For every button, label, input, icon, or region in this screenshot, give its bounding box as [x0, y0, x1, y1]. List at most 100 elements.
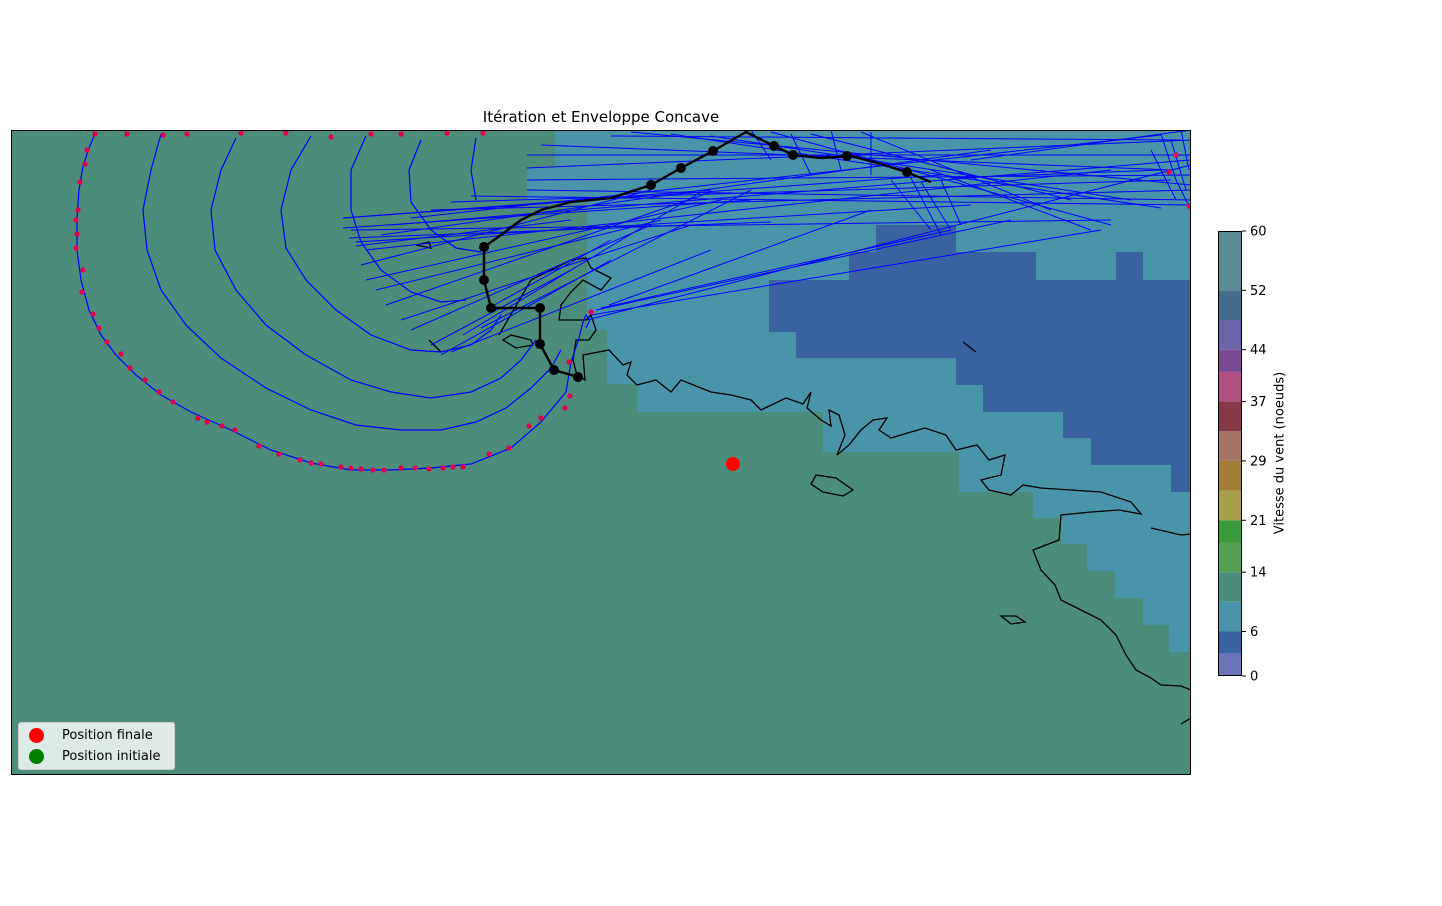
envelope-point [184, 131, 190, 137]
envelope-point [412, 465, 418, 471]
envelope-point [506, 445, 512, 451]
envelope-point [283, 130, 289, 136]
colorbar-band [1218, 542, 1242, 573]
colorbar-band [1218, 601, 1242, 632]
colorbar-band [1218, 290, 1242, 320]
envelope-point [92, 131, 98, 137]
colorbar-tick-label: 52 [1250, 284, 1267, 299]
envelope-point [75, 207, 81, 213]
wind-zone-calm [769, 225, 1191, 492]
colorbar-band [1218, 320, 1242, 350]
envelope-point [276, 451, 282, 457]
envelope-point [142, 377, 148, 383]
envelope-point [1166, 169, 1172, 175]
envelope-point [526, 423, 532, 429]
envelope-point [127, 365, 133, 371]
envelope-point [104, 339, 110, 345]
colorbar-band [1218, 653, 1242, 676]
legend: Position finale Position initiale [18, 722, 175, 770]
envelope-point [90, 311, 96, 317]
colorbar-band [1218, 490, 1242, 521]
envelope-point [460, 464, 466, 470]
envelope-point [444, 130, 450, 136]
envelope-point [160, 132, 166, 138]
envelope-point [328, 134, 334, 140]
colorbar-band [1218, 371, 1242, 402]
wind-field [527, 130, 1191, 652]
envelope-point [562, 405, 568, 411]
colorbar-tick-label: 29 [1250, 454, 1267, 469]
colorbar: 0 6 14 21 29 37 44 52 60 [1218, 225, 1267, 685]
colorbar-band [1218, 631, 1242, 654]
colorbar-band [1218, 460, 1242, 491]
envelope-point [74, 231, 80, 237]
final-position-marker [726, 457, 740, 471]
envelope-point [232, 427, 238, 433]
envelope-point [368, 131, 374, 137]
colorbar-band [1218, 431, 1242, 461]
envelope-point [77, 179, 83, 185]
colorbar-tick-label: 44 [1250, 343, 1267, 358]
wind-zone-coast [1061, 518, 1191, 652]
colorbar-band [1218, 572, 1242, 602]
envelope-point [588, 309, 594, 315]
envelope-point [79, 289, 85, 295]
final-position-dot-icon [29, 727, 44, 743]
colorbar-band [1218, 520, 1242, 543]
envelope-point [338, 464, 344, 470]
chart-title: Itération et Enveloppe Concave [482, 108, 720, 126]
colorbar-tick-label: 60 [1250, 225, 1267, 240]
envelope-point [256, 443, 262, 449]
envelope-point [370, 467, 376, 473]
colorbar-tick-label: 14 [1250, 566, 1267, 581]
envelope-point [318, 461, 324, 467]
route-fan-lines [342, 130, 1191, 356]
envelope-point [348, 465, 354, 471]
colorbar-tick-label: 37 [1250, 395, 1267, 410]
envelope-point [73, 217, 79, 223]
colorbar-band [1218, 349, 1242, 372]
initial-position-dot-icon [29, 748, 44, 764]
envelope-point [80, 267, 86, 273]
envelope-point [426, 466, 432, 472]
colorbar-tick-label: 0 [1250, 670, 1258, 685]
envelope-point [1173, 152, 1179, 158]
envelope-point [450, 464, 456, 470]
colorbar-tick-label: 6 [1250, 625, 1258, 640]
envelope-point [195, 415, 201, 421]
route-waypoints [479, 141, 912, 382]
envelope-point [398, 465, 404, 471]
envelope-point [204, 419, 210, 425]
colorbar-label: Vitesse du vent (noeuds) [1272, 371, 1288, 535]
envelope-point [238, 130, 244, 136]
envelope-point [297, 457, 303, 463]
envelope-point [73, 245, 79, 251]
envelope-point [118, 351, 124, 357]
envelope-point [480, 130, 486, 136]
envelope-point [566, 359, 572, 365]
envelope-point [440, 465, 446, 471]
envelope-point [567, 393, 573, 399]
envelope-points [73, 130, 1191, 473]
envelope-point [156, 389, 162, 395]
colorbar-band [1218, 401, 1242, 432]
envelope-point [308, 460, 314, 466]
envelope-point [82, 161, 88, 167]
colorbar-tick-label: 21 [1250, 514, 1267, 529]
best-route [479, 130, 932, 382]
legend-item-final: Position finale [29, 725, 153, 745]
envelope-point [1186, 203, 1191, 209]
envelope-point [538, 415, 544, 421]
envelope-point [486, 451, 492, 457]
wind-map[interactable] [11, 130, 1191, 775]
envelope-point [398, 131, 404, 137]
legend-item-initial: Position initiale [29, 746, 161, 766]
map-frame [11, 130, 1191, 775]
envelope-point [219, 423, 225, 429]
legend-label-final: Position finale [62, 727, 153, 743]
colorbar-frame [1218, 231, 1242, 676]
envelope-point [84, 147, 90, 153]
envelope-point [170, 399, 176, 405]
envelope-point [96, 325, 102, 331]
colorbar-band [1218, 231, 1242, 291]
